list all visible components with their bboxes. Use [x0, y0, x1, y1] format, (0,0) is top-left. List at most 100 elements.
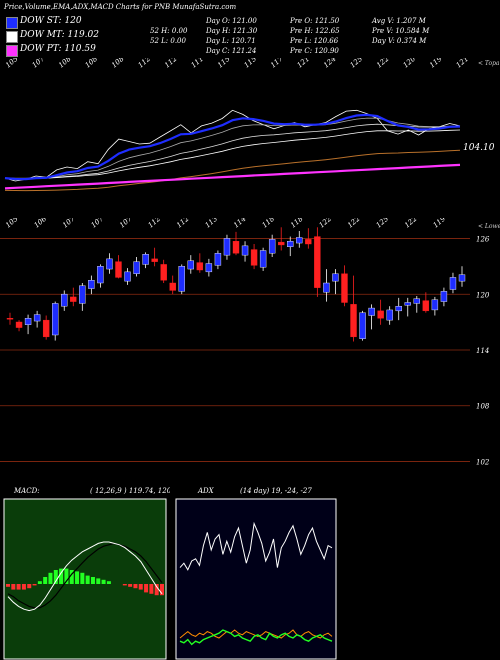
price-top-label: 107: [118, 218, 134, 230]
macd-hist-bar: [27, 584, 32, 589]
price-chart: 105 106 107 107 107 112 112 113 114 118 118 122 122 1…: [0, 218, 500, 466]
price-top-label: 105: [4, 218, 20, 230]
adx-label: ADX: [197, 487, 215, 495]
ema-top-label: 115: [216, 58, 232, 70]
week52-low: 52 L: 0.00: [150, 37, 186, 45]
prev-volume: Pre V: 10.584 M: [372, 27, 430, 35]
ema-top-label: 117: [269, 58, 285, 70]
ema-pt-line: [4, 163, 461, 190]
ema-line: [4, 149, 461, 192]
adx-plus-di-line: [179, 629, 333, 646]
macd-hist-bar: [16, 584, 21, 590]
price-top-label: 122: [403, 218, 419, 230]
price-candle: [15, 321, 23, 328]
macd-hist-bar: [144, 584, 149, 593]
ema-top-label: 121: [455, 58, 470, 70]
prev-high: Pre H: 122.65: [290, 27, 340, 35]
ema-top-label: 119: [428, 58, 444, 70]
adx-chart: ADX (14 day) 19, -24, -27: [175, 487, 337, 660]
price-candle: [115, 261, 122, 278]
price-candle: [142, 254, 149, 265]
macd-hist-bar: [149, 584, 154, 594]
macd-plot-area: [3, 498, 167, 660]
ema-top-label: 115: [243, 58, 259, 70]
ema-top-label: 107: [31, 58, 47, 70]
price-top-label: 119: [432, 218, 448, 230]
macd-hist-bar: [43, 577, 48, 584]
price-candle: [52, 303, 59, 336]
ema-top-label: 121: [296, 58, 311, 70]
price-candle: [458, 274, 466, 282]
macd-hist-bar: [106, 581, 111, 584]
ema-top-label: 112: [137, 58, 153, 70]
price-candle: [287, 241, 294, 247]
price-candle: [133, 261, 140, 274]
macd-label: MACD:: [13, 487, 40, 495]
price-candle: [377, 310, 384, 319]
ema-close-line: [4, 109, 461, 182]
price-candle: [305, 239, 312, 245]
macd-hist-bar: [59, 568, 64, 584]
price-corner-label: < Lowes: [478, 223, 500, 230]
price-candle: [6, 318, 14, 320]
price-candle: [241, 245, 249, 256]
price-top-label: 106: [33, 218, 49, 230]
price-candle: [97, 266, 104, 284]
price-candle: [395, 306, 402, 312]
ema-top-label: 112: [163, 58, 179, 70]
macd-hist-bar: [90, 577, 95, 584]
price-y-tick: 120: [476, 291, 490, 299]
price-candle: [350, 304, 357, 338]
macd-hist-bar: [37, 581, 42, 584]
ema-top-label: 108: [57, 58, 73, 70]
macd-hist-bar: [64, 568, 69, 584]
price-top-label: 118: [261, 218, 277, 230]
price-candle: [314, 236, 321, 288]
ema-top-label: 120: [402, 58, 418, 70]
price-candle: [386, 309, 393, 321]
ema-top-label: 124: [322, 58, 337, 70]
price-candle: [431, 299, 439, 311]
price-y-tick: 126: [476, 236, 490, 244]
ema-top-label: 108: [84, 58, 100, 70]
price-candle: [106, 258, 113, 270]
chart-header: Price,Volume,EMA,ADX,MACD Charts for PNB…: [0, 0, 500, 60]
ema-top-label: 122: [375, 58, 391, 70]
price-candle: [214, 253, 222, 266]
ema-chart: 105 107 108 108 108 112 112 111 115 115 117 121 124 1…: [4, 58, 500, 192]
price-candle: [33, 314, 41, 322]
ema-top-label: 125: [349, 58, 365, 70]
ema-corner-label: < Topa: [478, 60, 500, 67]
price-top-label: 114: [232, 218, 247, 230]
price-candle: [413, 298, 420, 304]
price-top-label: 113: [204, 218, 220, 230]
macd-hist-bar: [101, 579, 106, 584]
adx-line: [179, 521, 333, 571]
price-top-label: 118: [289, 218, 305, 230]
day-high: Day H: 121.30: [206, 27, 258, 35]
price-top-label: 112: [147, 218, 163, 230]
price-candle: [151, 258, 158, 262]
macd-hist-bar: [160, 584, 164, 596]
price-candle: [42, 319, 50, 338]
ema-top-label: 105: [4, 58, 20, 70]
price-y-tick: 108: [476, 403, 490, 411]
price-candle: [341, 273, 348, 303]
macd-hist-bar: [128, 584, 133, 587]
macd-hist-bar: [53, 570, 58, 584]
price-candle: [323, 282, 330, 293]
day-volume: Day V: 0.374 M: [372, 37, 427, 45]
macd-hist-bar: [133, 584, 138, 589]
macd-hist-bar: [11, 584, 16, 590]
prev-close: Pre C: 120.90: [290, 47, 339, 55]
macd-hist-bar: [122, 584, 127, 586]
ema-price-label: 104.10: [463, 143, 495, 153]
macd-hist-bar: [48, 572, 53, 584]
macd-hist-bar: [21, 584, 26, 590]
price-candle: [259, 250, 267, 268]
price-y-tick: 114: [476, 347, 489, 355]
macd-hist-bar: [32, 584, 37, 586]
macd-params: ( 12,26,9 ) 119.74, 120.04, -0.3: [90, 487, 170, 495]
day-open: Day O: 121.00: [206, 17, 257, 25]
day-low: Day L: 120.71: [206, 37, 256, 45]
